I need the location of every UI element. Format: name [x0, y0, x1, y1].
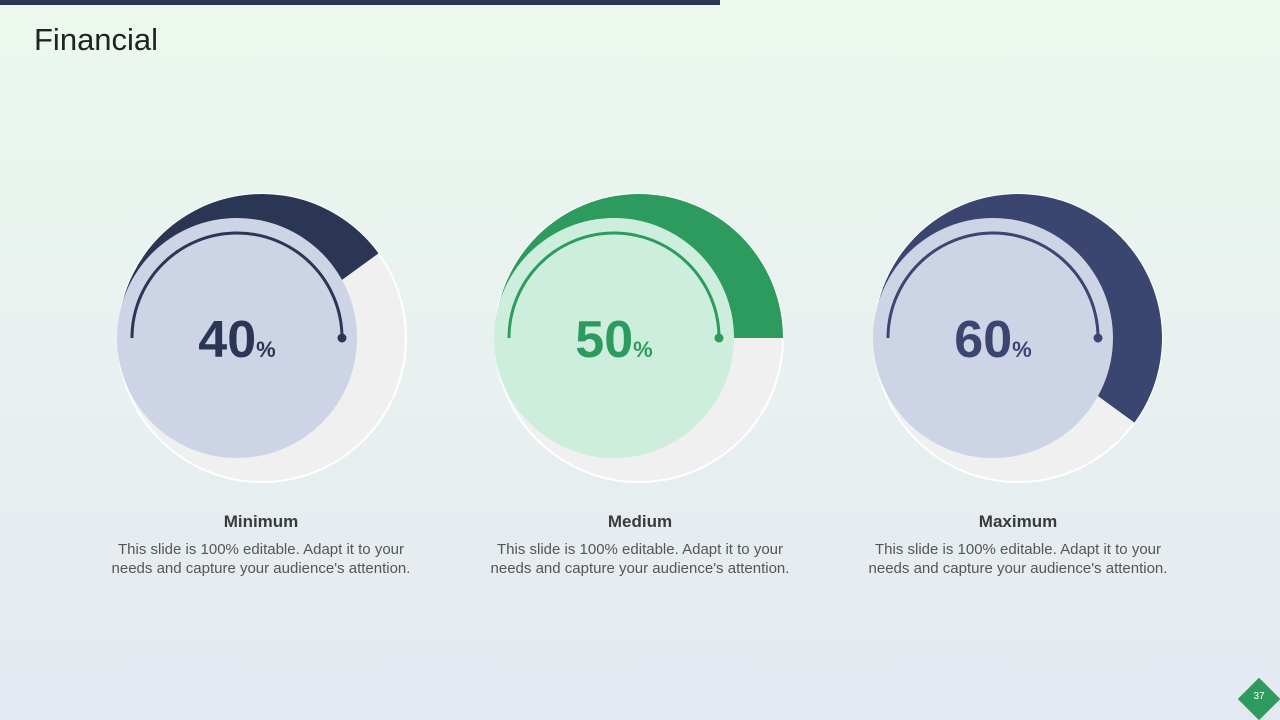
gauge-inner-circle: [117, 218, 357, 458]
page-number: 37: [1253, 691, 1265, 702]
caption-medium: Medium This slide is 100% editable. Adapt…: [490, 512, 790, 578]
gauge-arc: [507, 231, 721, 339]
gauge-arc-end-dot: [337, 333, 347, 343]
gauge-inner-circle: [873, 218, 1113, 458]
gauge-arc-end-dot: [714, 333, 724, 343]
gauge-minimum: 40%: [112, 180, 432, 500]
caption-title: Medium: [607, 512, 673, 531]
gauge-value: 40%: [198, 311, 276, 369]
caption-maximum: Maximum This slide is 100% editable. Adap…: [868, 512, 1168, 578]
gauge-graphic: [494, 193, 784, 483]
gauge-maximum: 60%: [868, 180, 1188, 500]
gauge-graphic: [117, 193, 407, 483]
caption-title: Maximum: [978, 512, 1058, 531]
caption-minimum: Minimum This slide is 100% editable. Adap…: [111, 512, 411, 578]
gauge-arc-end-dot: [1093, 333, 1103, 343]
caption-text: This slide is 100% editable. Adapt it to…: [868, 541, 1168, 577]
gauge-value: 60%: [954, 311, 1032, 369]
gauge-arc: [130, 231, 344, 339]
top-accent-bar: [0, 0, 720, 5]
gauge-inner-circle: [494, 218, 734, 458]
gauge-graphic: [873, 193, 1163, 483]
caption-text: This slide is 100% editable. Adapt it to…: [490, 541, 790, 577]
gauge-arc: [886, 231, 1100, 339]
gauge-value: 50%: [575, 311, 653, 369]
caption-text: This slide is 100% editable. Adapt it to…: [111, 541, 411, 577]
caption-title: Minimum: [223, 512, 299, 531]
slide-title: Financial: [34, 22, 159, 57]
gauge-medium: 50%: [489, 180, 809, 500]
